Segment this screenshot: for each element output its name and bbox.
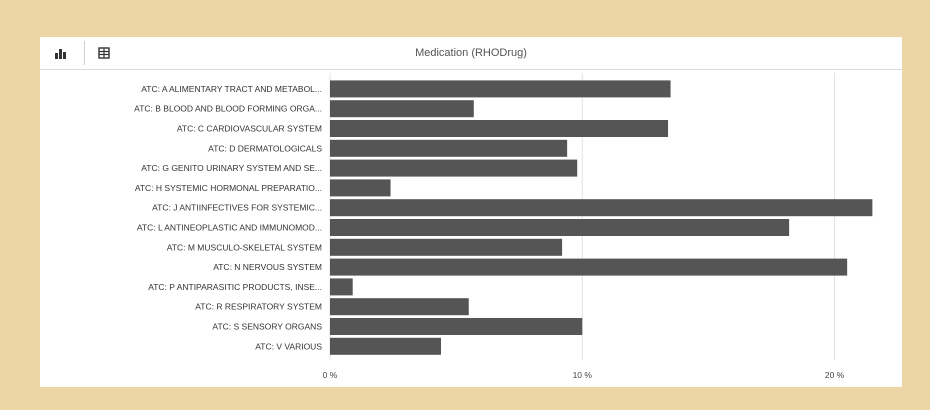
category-label-11: ATC: R RESPIRATORY SYSTEM: [195, 302, 322, 312]
bar-11: [330, 298, 469, 316]
category-label-8: ATC: M MUSCULO-SKELETAL SYSTEM: [167, 242, 322, 252]
bar-2: [330, 120, 669, 137]
category-label-5: ATC: H SYSTEMIC HORMONAL PREPARATIO...: [135, 183, 322, 193]
category-label-1: ATC: B BLOOD AND BLOOD FORMING ORGA...: [134, 104, 322, 114]
bar-13: [330, 337, 441, 355]
bar-chart-icon: [55, 49, 66, 59]
category-label-2: ATC: C CARDIOVASCULAR SYSTEM: [177, 124, 322, 134]
bar-0: [330, 80, 671, 98]
chart-title: Medication (RHODrug): [415, 47, 527, 59]
chart-view-button[interactable]: [49, 42, 71, 64]
chart-toolbar: [40, 37, 902, 70]
x-tick-label-2: 20 %: [825, 370, 845, 380]
bar-6: [330, 199, 873, 217]
x-tick-label-0: 0 %: [323, 370, 338, 380]
category-label-12: ATC: S SENSORY ORGANS: [212, 322, 322, 332]
category-label-0: ATC: A ALIMENTARY TRACT AND METABOL...: [141, 84, 322, 94]
chart-panel: Medication (RHODrug) ATC: A ALIMENTARY T…: [40, 37, 902, 387]
category-label-13: ATC: V VARIOUS: [255, 341, 322, 351]
category-label-7: ATC: L ANTINEOPLASTIC AND IMMUNOMOD...: [137, 223, 322, 233]
bar-8: [330, 238, 563, 256]
bar-9: [330, 258, 848, 276]
category-label-6: ATC: J ANTIINFECTIVES FOR SYSTEMIC...: [152, 203, 322, 213]
category-label-10: ATC: P ANTIPARASITIC PRODUCTS, INSE...: [148, 282, 322, 292]
toolbar-separator: [84, 41, 85, 65]
x-tick-label-1: 10 %: [573, 370, 593, 380]
bar-10: [330, 278, 353, 296]
table-view-button[interactable]: [93, 42, 115, 64]
table-icon: [98, 47, 110, 59]
category-label-3: ATC: D DERMATOLOGICALS: [208, 143, 322, 153]
bar-7: [330, 219, 790, 236]
bar-chart: ATC: A ALIMENTARY TRACT AND METABOL... AT…: [134, 73, 873, 380]
bar-3: [330, 139, 568, 157]
bar-1: [330, 100, 474, 118]
category-label-9: ATC: N NERVOUS SYSTEM: [213, 262, 322, 272]
bar-4: [330, 159, 578, 177]
bar-5: [330, 179, 391, 197]
bar-12: [330, 318, 583, 335]
category-label-4: ATC: G GENITO URINARY SYSTEM AND SE...: [141, 163, 322, 173]
